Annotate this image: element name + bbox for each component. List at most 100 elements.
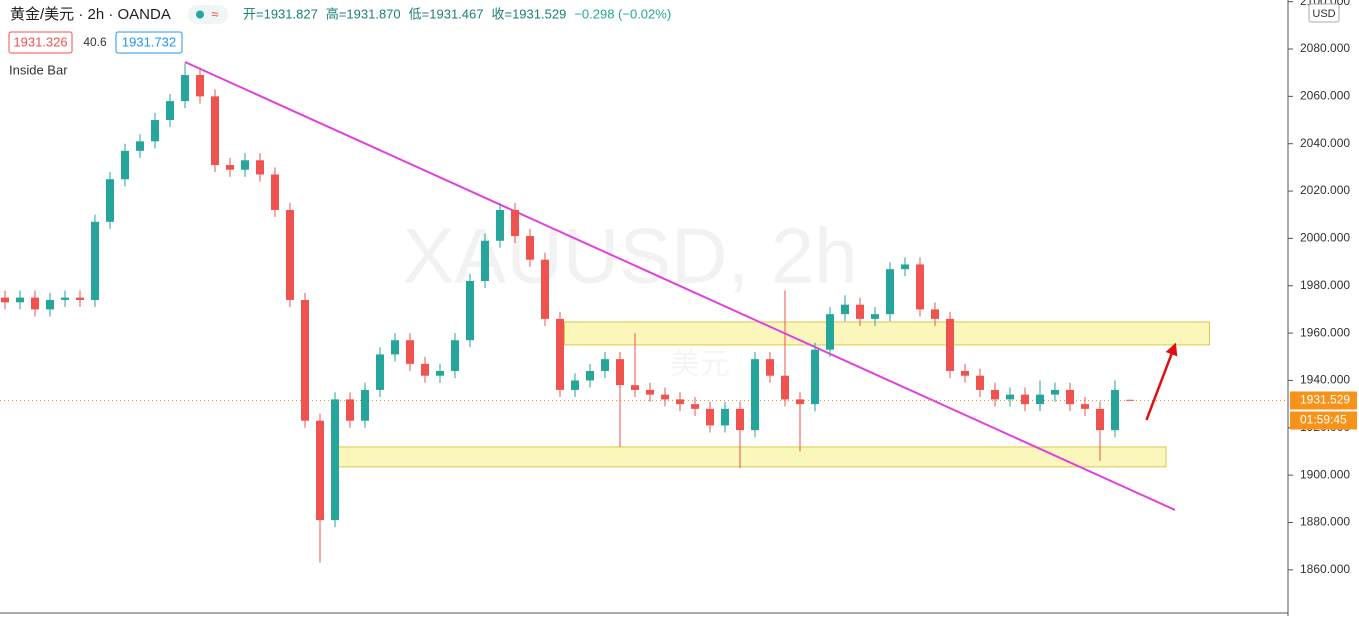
candle-body [256, 160, 264, 175]
candle-body [796, 399, 804, 405]
candle-body [601, 359, 609, 371]
y-tick-label: 1860.000 [1300, 562, 1350, 576]
y-tick-label: 2040.000 [1300, 136, 1350, 150]
candle-body [826, 314, 834, 350]
candle-body [556, 318, 564, 390]
candle-body [121, 150, 129, 180]
ohlc-value: 低=1931.467 [409, 6, 484, 21]
status-icon: ≈ [211, 6, 218, 21]
ohlc-value: 收=1931.529 [491, 6, 566, 21]
candle-body [1, 297, 9, 303]
candle-body [91, 221, 99, 300]
y-tick-label: 2080.000 [1300, 41, 1350, 55]
candle-body [646, 389, 654, 395]
candle-body [181, 75, 189, 102]
y-tick-label: 1960.000 [1300, 325, 1350, 339]
candle-body [481, 240, 489, 282]
candle-body [76, 297, 84, 300]
candle-body [511, 209, 519, 237]
candle-body [346, 399, 354, 421]
spread: 40.6 [83, 35, 107, 49]
status-dot [196, 10, 204, 19]
candle-body [151, 120, 159, 142]
candle-body [1126, 399, 1134, 401]
symbol: 黄金/美元 · 2h · OANDA [10, 6, 171, 23]
y-tick-label: 2060.000 [1300, 89, 1350, 103]
y-tick-label: 2000.000 [1300, 231, 1350, 245]
countdown-box [1290, 411, 1357, 430]
buy-price: 1931.732 [122, 34, 176, 49]
candle-body [406, 340, 414, 364]
candle-body [751, 359, 759, 431]
candle-body [361, 389, 369, 421]
last-price-box [1290, 391, 1357, 410]
currency-box[interactable] [1308, 3, 1340, 23]
candle-body [916, 264, 924, 310]
last-price-label: 1931.529 [1300, 393, 1350, 407]
trend-line [184, 61, 1176, 511]
sell-box[interactable] [8, 31, 73, 54]
candle-body [46, 299, 54, 310]
candle-body [136, 141, 144, 151]
candle-body [1006, 394, 1014, 400]
candle-body [106, 179, 114, 222]
candle-body [61, 297, 69, 300]
watermark: XAUUSD, 2h [402, 212, 857, 300]
candle-body [616, 359, 624, 386]
y-tick-label: 1980.000 [1300, 278, 1350, 292]
watermark-sub: 美元 [670, 348, 730, 381]
candle-body [946, 318, 954, 371]
candle-body [586, 370, 594, 381]
candle-body [526, 236, 534, 260]
indicator: Inside Bar [9, 62, 68, 77]
zone [564, 321, 1210, 346]
candle-body [286, 209, 294, 300]
candle-body [301, 299, 309, 421]
ohlc-value: −0.298 (−0.02%) [574, 6, 671, 21]
candle-body [676, 399, 684, 405]
candle-body [496, 209, 504, 241]
candle-body [841, 304, 849, 315]
candle-body [31, 297, 39, 310]
candle-body [466, 281, 474, 341]
candle-body [436, 370, 444, 376]
candle-body [901, 264, 909, 270]
status-badge[interactable] [188, 5, 228, 24]
candle-body [1111, 389, 1119, 431]
candle-body [976, 375, 984, 390]
currency: USD [1312, 8, 1335, 20]
y-tick-label: 1940.000 [1300, 373, 1350, 387]
candle-body [736, 408, 744, 431]
candle-body [166, 101, 174, 121]
candle-body [661, 394, 669, 400]
candle-body [541, 259, 549, 319]
candle-body [241, 160, 249, 170]
candle-body [886, 269, 894, 315]
candle-body [691, 404, 699, 409]
sell-price: 1931.326 [13, 34, 67, 49]
candle-body [871, 314, 879, 319]
candle-body [1096, 408, 1104, 431]
candle-body [331, 399, 339, 521]
candle-body [391, 340, 399, 355]
candle-body [571, 380, 579, 390]
candle-body [931, 309, 939, 319]
ohlc-value: 高=1931.870 [326, 6, 401, 21]
candle-body [811, 349, 819, 405]
candle-body [1051, 389, 1059, 395]
candle-body [196, 75, 204, 97]
candle-body [721, 408, 729, 426]
candle-body [376, 354, 384, 390]
ohlc-value: 开=1931.827 [243, 6, 318, 21]
y-tick-label: 1880.000 [1300, 515, 1350, 529]
candle-body [271, 174, 279, 210]
candle-body [1081, 404, 1089, 409]
buy-box[interactable] [115, 31, 183, 54]
candle-body [706, 408, 714, 426]
candle-body [421, 363, 429, 376]
candle-body [211, 96, 219, 166]
arrow [1145, 342, 1178, 421]
candle-body [16, 297, 24, 303]
candle-body [961, 370, 969, 376]
